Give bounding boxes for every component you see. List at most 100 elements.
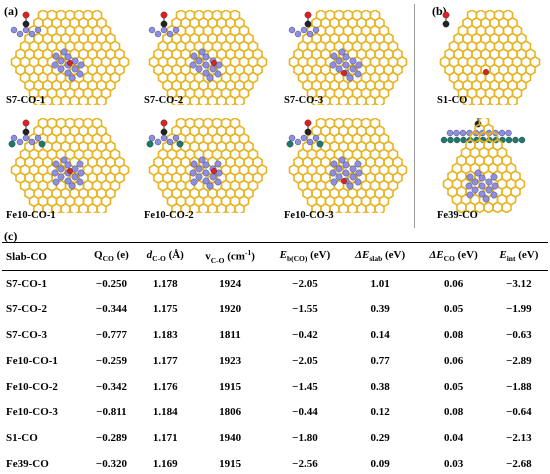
graphene-ring <box>374 94 385 105</box>
structure-label-S7-CO-1: S7-CO-1 <box>6 95 46 106</box>
graphene-ring <box>356 94 367 105</box>
metal-atom <box>471 178 479 186</box>
metal-atom <box>34 26 42 34</box>
cell-v: 1915 <box>219 380 242 393</box>
graphene-ring <box>78 202 89 213</box>
cell-q: −0.320 <box>85 451 138 474</box>
graphene-ring <box>365 94 376 105</box>
table-row: S7-CO-1 −0.250 1.178 1924 −2.05 1.01 0.0… <box>2 271 548 297</box>
metal-atom <box>60 48 68 56</box>
graphene-ring <box>498 94 509 105</box>
graphene-ring <box>501 201 512 213</box>
oxygen-atom <box>22 119 30 127</box>
adsorbed-co-top <box>341 70 348 77</box>
graphene-ring <box>216 202 227 213</box>
metal-atom <box>68 182 76 190</box>
structure-image-Fe10-CO-3 <box>286 118 408 213</box>
carbon-atom <box>304 128 312 136</box>
metal-atom <box>354 70 362 78</box>
metal-atom <box>202 161 210 169</box>
metal-atom <box>346 182 354 190</box>
metal-atom <box>28 138 36 146</box>
structure-label-S7-CO-2: S7-CO-2 <box>144 95 184 106</box>
metal-atom <box>288 26 296 34</box>
metal-atom <box>482 195 490 203</box>
cell-q: −0.777 <box>95 328 127 341</box>
metal-atom <box>190 160 198 168</box>
carbon-atom <box>22 128 30 136</box>
cell-eco: 0.06 <box>443 277 464 290</box>
graphene-ring <box>96 94 107 105</box>
graphene-ring <box>225 94 236 105</box>
metal-atom <box>312 26 320 34</box>
adsorbed-co-top <box>67 168 74 175</box>
metal-atom <box>148 134 156 142</box>
cell-es: 0.14 <box>370 328 390 341</box>
metal-atom <box>57 165 65 173</box>
metal-atom <box>478 182 486 190</box>
cell-v: 1811 <box>219 328 241 341</box>
cell-d: 1.171 <box>152 432 178 445</box>
metal-atom <box>57 173 65 181</box>
graphene-ring <box>51 94 62 105</box>
metal-atom <box>195 165 203 173</box>
metal-atom <box>64 161 72 169</box>
metal-atom <box>459 129 467 137</box>
metal-atom <box>160 134 168 142</box>
graphene-ring <box>87 94 98 105</box>
cell-eb: −0.44 <box>292 406 318 419</box>
graphene-ring <box>198 202 209 213</box>
cell-q: −0.342 <box>95 380 127 393</box>
cell-d: 1.169 <box>137 451 194 474</box>
metal-atom <box>214 70 222 78</box>
cell-ei: −1.88 <box>506 380 532 393</box>
cell-v: 1915 <box>193 451 268 474</box>
metal-atom <box>52 52 60 60</box>
metal-atom <box>466 191 474 199</box>
graphene-ring <box>492 201 503 213</box>
table-row: Fe10-CO-2 −0.342 1.176 1915 −1.45 0.38 0… <box>2 374 548 400</box>
col-header-d: dC-O (Å) <box>137 242 194 271</box>
metal-atom <box>329 61 337 69</box>
metal-atom <box>195 65 203 73</box>
graphene-ring <box>356 202 367 213</box>
col-header-ei: Eint (eV) <box>489 242 548 271</box>
metal-atom <box>64 53 72 61</box>
graphene-lattice <box>439 10 541 105</box>
metal-atom <box>355 61 363 69</box>
fe-atom <box>176 140 184 148</box>
col-header-v: vC-O (cm-1) <box>193 242 268 271</box>
cell-d: 1.177 <box>152 354 178 367</box>
metal-atom <box>160 26 168 34</box>
cell-eb: −1.80 <box>292 432 318 445</box>
graphene-ring <box>207 202 218 213</box>
cell-q: −0.250 <box>95 277 127 290</box>
cell-slab: Fe10-CO-1 <box>6 354 58 367</box>
metal-atom <box>214 178 222 186</box>
cell-ei: −2.89 <box>506 354 532 367</box>
cell-slab: Fe10-CO-3 <box>6 406 58 419</box>
metal-atom <box>342 161 350 169</box>
metal-atom <box>198 48 206 56</box>
cell-q: −0.289 <box>95 432 127 445</box>
metal-atom <box>52 160 60 168</box>
metal-atom <box>190 178 198 186</box>
table-row: S7-CO-3 −0.777 1.183 1811 −0.42 0.14 0.0… <box>2 322 548 348</box>
metal-atom <box>485 178 493 186</box>
cell-es: 0.38 <box>370 380 390 393</box>
fe-atom <box>518 136 526 144</box>
structure-image-S7-CO-2 <box>148 10 268 105</box>
cell-eb: −2.05 <box>292 277 318 290</box>
structure-label-Fe10-CO-1: Fe10-CO-1 <box>6 210 56 221</box>
metal-atom <box>195 173 203 181</box>
fe-atom <box>505 136 513 144</box>
metal-atom <box>330 178 338 186</box>
cell-slab: S7-CO-3 <box>6 328 47 341</box>
structure-label-S1-CO: S1-CO <box>437 95 468 106</box>
metal-atom <box>306 138 314 146</box>
structure-label-S7-CO-3: S7-CO-3 <box>284 95 324 106</box>
panel-a-letter: (a) <box>4 4 18 18</box>
metal-atom <box>349 173 357 181</box>
cell-d: 1.176 <box>152 380 178 393</box>
metal-atom <box>335 173 343 181</box>
